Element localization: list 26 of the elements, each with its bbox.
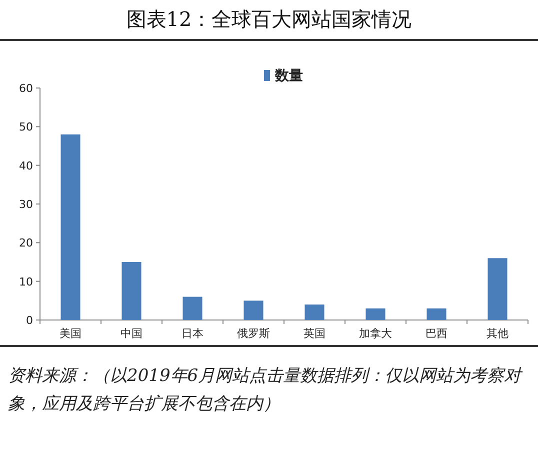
bar [304,304,324,320]
x-tick-label: 中国 [120,327,142,340]
y-tick-label: 30 [19,198,33,211]
bar [60,134,80,320]
x-tick-label: 加拿大 [359,327,392,340]
y-tick-label: 40 [19,159,33,172]
bar [366,308,386,320]
bar [488,258,508,320]
x-tick-label: 俄罗斯 [237,327,270,340]
chart-title: 图表12：全球百大网站国家情况 [126,7,412,31]
bar [244,300,264,320]
bar [426,308,446,320]
bar [182,296,202,320]
text: 资料来源：（以2019年6月网站点击量数据排列：仅以网站为考察对象，应用及跨平台扩展不包含在内） [8,365,524,416]
x-tick-label: 其他 [486,327,508,340]
y-tick-label: 60 [19,82,33,95]
x-tick-label: 巴西 [426,327,448,340]
x-tick-label: 美国 [60,327,82,340]
x-tick-label: 英国 [304,327,326,340]
bar [122,262,142,320]
y-tick-label: 10 [19,275,33,288]
y-tick-label: 50 [19,120,33,134]
x-tick-label: 日本 [182,327,204,340]
y-tick-label: 0 [26,314,33,327]
y-tick-label: 20 [19,236,33,250]
legend-label: 数量 [274,68,303,84]
